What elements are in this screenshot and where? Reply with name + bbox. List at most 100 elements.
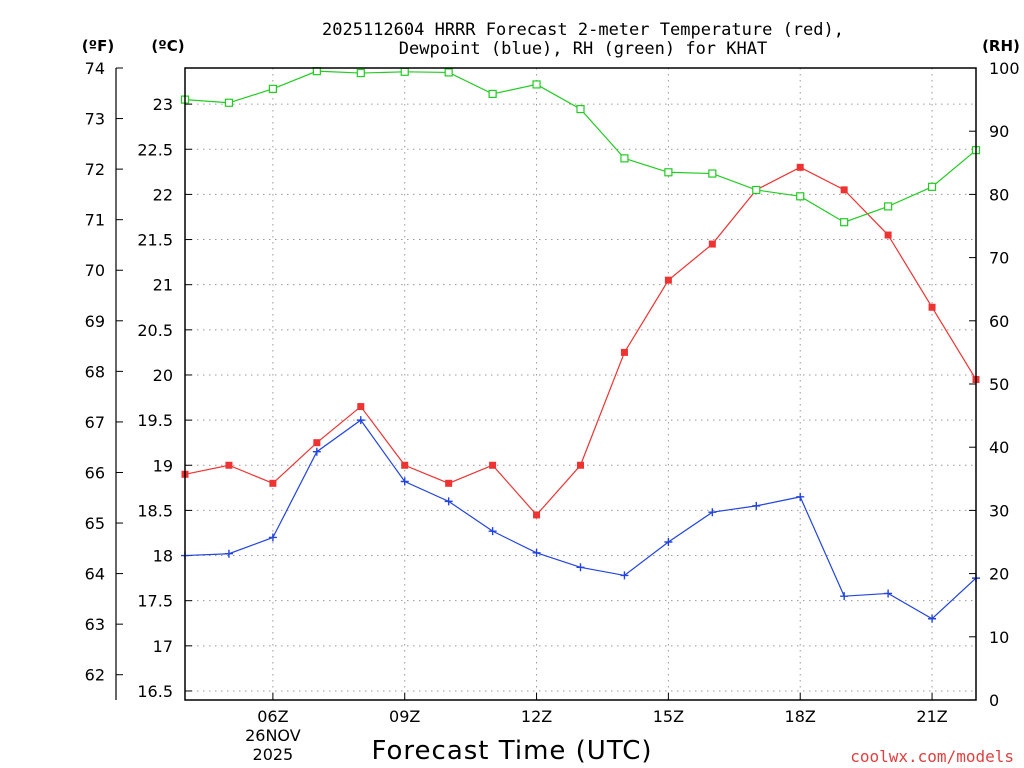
rh-point (400, 67, 409, 76)
rh-point (708, 169, 717, 178)
fahrenheit-tick-label: 67 (85, 413, 105, 432)
celsius-tick-label: 21.5 (137, 231, 173, 250)
dewpoint-point (312, 447, 321, 456)
rh-point (268, 84, 277, 93)
celsius-tick-label: 17.5 (137, 592, 173, 611)
celsius-tick-label: 19.5 (137, 411, 173, 430)
dewpoint-point (708, 508, 717, 517)
temperature-point (357, 403, 365, 411)
temperature-point (445, 479, 453, 487)
rh-point (884, 202, 893, 211)
time-tick-label: 06Z (257, 707, 288, 726)
temperature-point (313, 439, 321, 447)
dewpoint-point (752, 501, 761, 510)
fahrenheit-tick-label: 62 (85, 666, 105, 685)
chart-title-line1: 2025112604 HRRR Forecast 2-meter Tempera… (322, 20, 844, 40)
temperature-point (884, 231, 892, 239)
fahrenheit-tick-label: 70 (85, 261, 105, 280)
fahrenheit-tick-label: 68 (85, 362, 105, 381)
fahrenheit-tick-label: 66 (85, 463, 105, 482)
fahrenheit-tick-label: 71 (85, 211, 105, 230)
fahrenheit-tick-label: 64 (85, 565, 105, 584)
celsius-tick-label: 18 (153, 547, 173, 566)
celsius-tick-label: 22.5 (137, 140, 173, 159)
temperature-point (620, 348, 628, 356)
rh-series (180, 67, 981, 227)
rh-point (224, 98, 234, 107)
celsius-tick-label: 20.5 (137, 321, 173, 340)
time-tick-label: 09Z (389, 707, 420, 726)
rh-tick-label: 60 (989, 312, 1009, 331)
rh-point (752, 185, 761, 195)
dewpoint-point (224, 549, 233, 558)
temperature-point (489, 461, 497, 469)
dewpoint-point (444, 497, 453, 506)
rh-point (927, 182, 937, 191)
dewpoint-point (268, 533, 277, 542)
chart-title-line2: Dewpoint (blue), RH (green) for KHAT (399, 39, 767, 59)
celsius-tick-label: 22 (153, 185, 173, 204)
dewpoint-series (181, 416, 980, 623)
celsius-tick-label: 23 (153, 95, 173, 114)
series-layer (180, 67, 981, 623)
temperature-point (401, 461, 409, 469)
rh-tick-label: 0 (989, 691, 999, 710)
rh-unit-label: (RH) (982, 37, 1020, 55)
fahrenheit-tick-label: 69 (85, 312, 105, 331)
rh-tick-label: 90 (989, 122, 1009, 141)
temperature-point (225, 461, 233, 469)
dewpoint-point (928, 614, 937, 623)
rh-tick-label: 20 (989, 565, 1009, 584)
rh-point (620, 154, 629, 163)
temperature-point (533, 511, 541, 519)
celsius-unit-label: (ºC) (151, 37, 184, 55)
dewpoint-point (576, 563, 585, 572)
celsius-tick-label: 20 (153, 366, 173, 385)
fahrenheit-tick-label: 73 (85, 110, 105, 129)
rh-point (576, 104, 585, 114)
rh-point (664, 168, 673, 177)
temperature-point (928, 303, 936, 311)
dewpoint-point (796, 492, 805, 501)
dewpoint-point (488, 527, 497, 536)
rh-axis: 0 10 20 30 40 50 60 70 80 90 100 (969, 59, 1020, 710)
rh-point (532, 80, 541, 89)
fahrenheit-axis: 62 63 64 65 66 67 68 69 70 71 72 73 74 (85, 59, 123, 700)
x-axis-title: Forecast Time (UTC) (371, 736, 652, 766)
temperature-point (577, 461, 584, 469)
temperature-point (708, 240, 716, 248)
celsius-tick-label: 21 (153, 276, 173, 295)
celsius-tick-label: 18.5 (137, 501, 173, 520)
temperature-point (664, 276, 672, 284)
celsius-tick-label: 17 (153, 637, 173, 656)
dewpoint-point (840, 592, 849, 601)
dewpoint-point (532, 548, 541, 557)
dewpoint-line (184, 419, 977, 620)
grid-lines (185, 68, 976, 700)
fahrenheit-tick-label: 72 (85, 160, 105, 179)
dewpoint-point (664, 538, 673, 546)
rh-tick-label: 10 (989, 628, 1009, 647)
dewpoint-point (400, 477, 409, 486)
rh-tick-label: 100 (989, 59, 1020, 78)
fahrenheit-unit-label: (ºF) (82, 37, 114, 55)
plot-frame (184, 67, 977, 701)
date-label: 26NOV (245, 726, 301, 745)
rh-point (444, 68, 453, 77)
fahrenheit-tick-label: 74 (85, 59, 105, 78)
rh-point (840, 218, 849, 227)
rh-tick-label: 30 (989, 501, 1009, 520)
time-tick-label: 18Z (785, 707, 816, 726)
rh-tick-label: 80 (989, 185, 1009, 204)
celsius-tick-label: 19 (153, 456, 173, 475)
dewpoint-point (884, 589, 893, 598)
temperature-point (796, 163, 804, 171)
credit-label: coolwx.com/models (850, 747, 1014, 766)
temperature-series (181, 163, 980, 519)
rh-point (488, 89, 497, 99)
temperature-point (840, 186, 848, 194)
time-tick-label: 15Z (653, 707, 684, 726)
temperature-point (269, 479, 277, 487)
